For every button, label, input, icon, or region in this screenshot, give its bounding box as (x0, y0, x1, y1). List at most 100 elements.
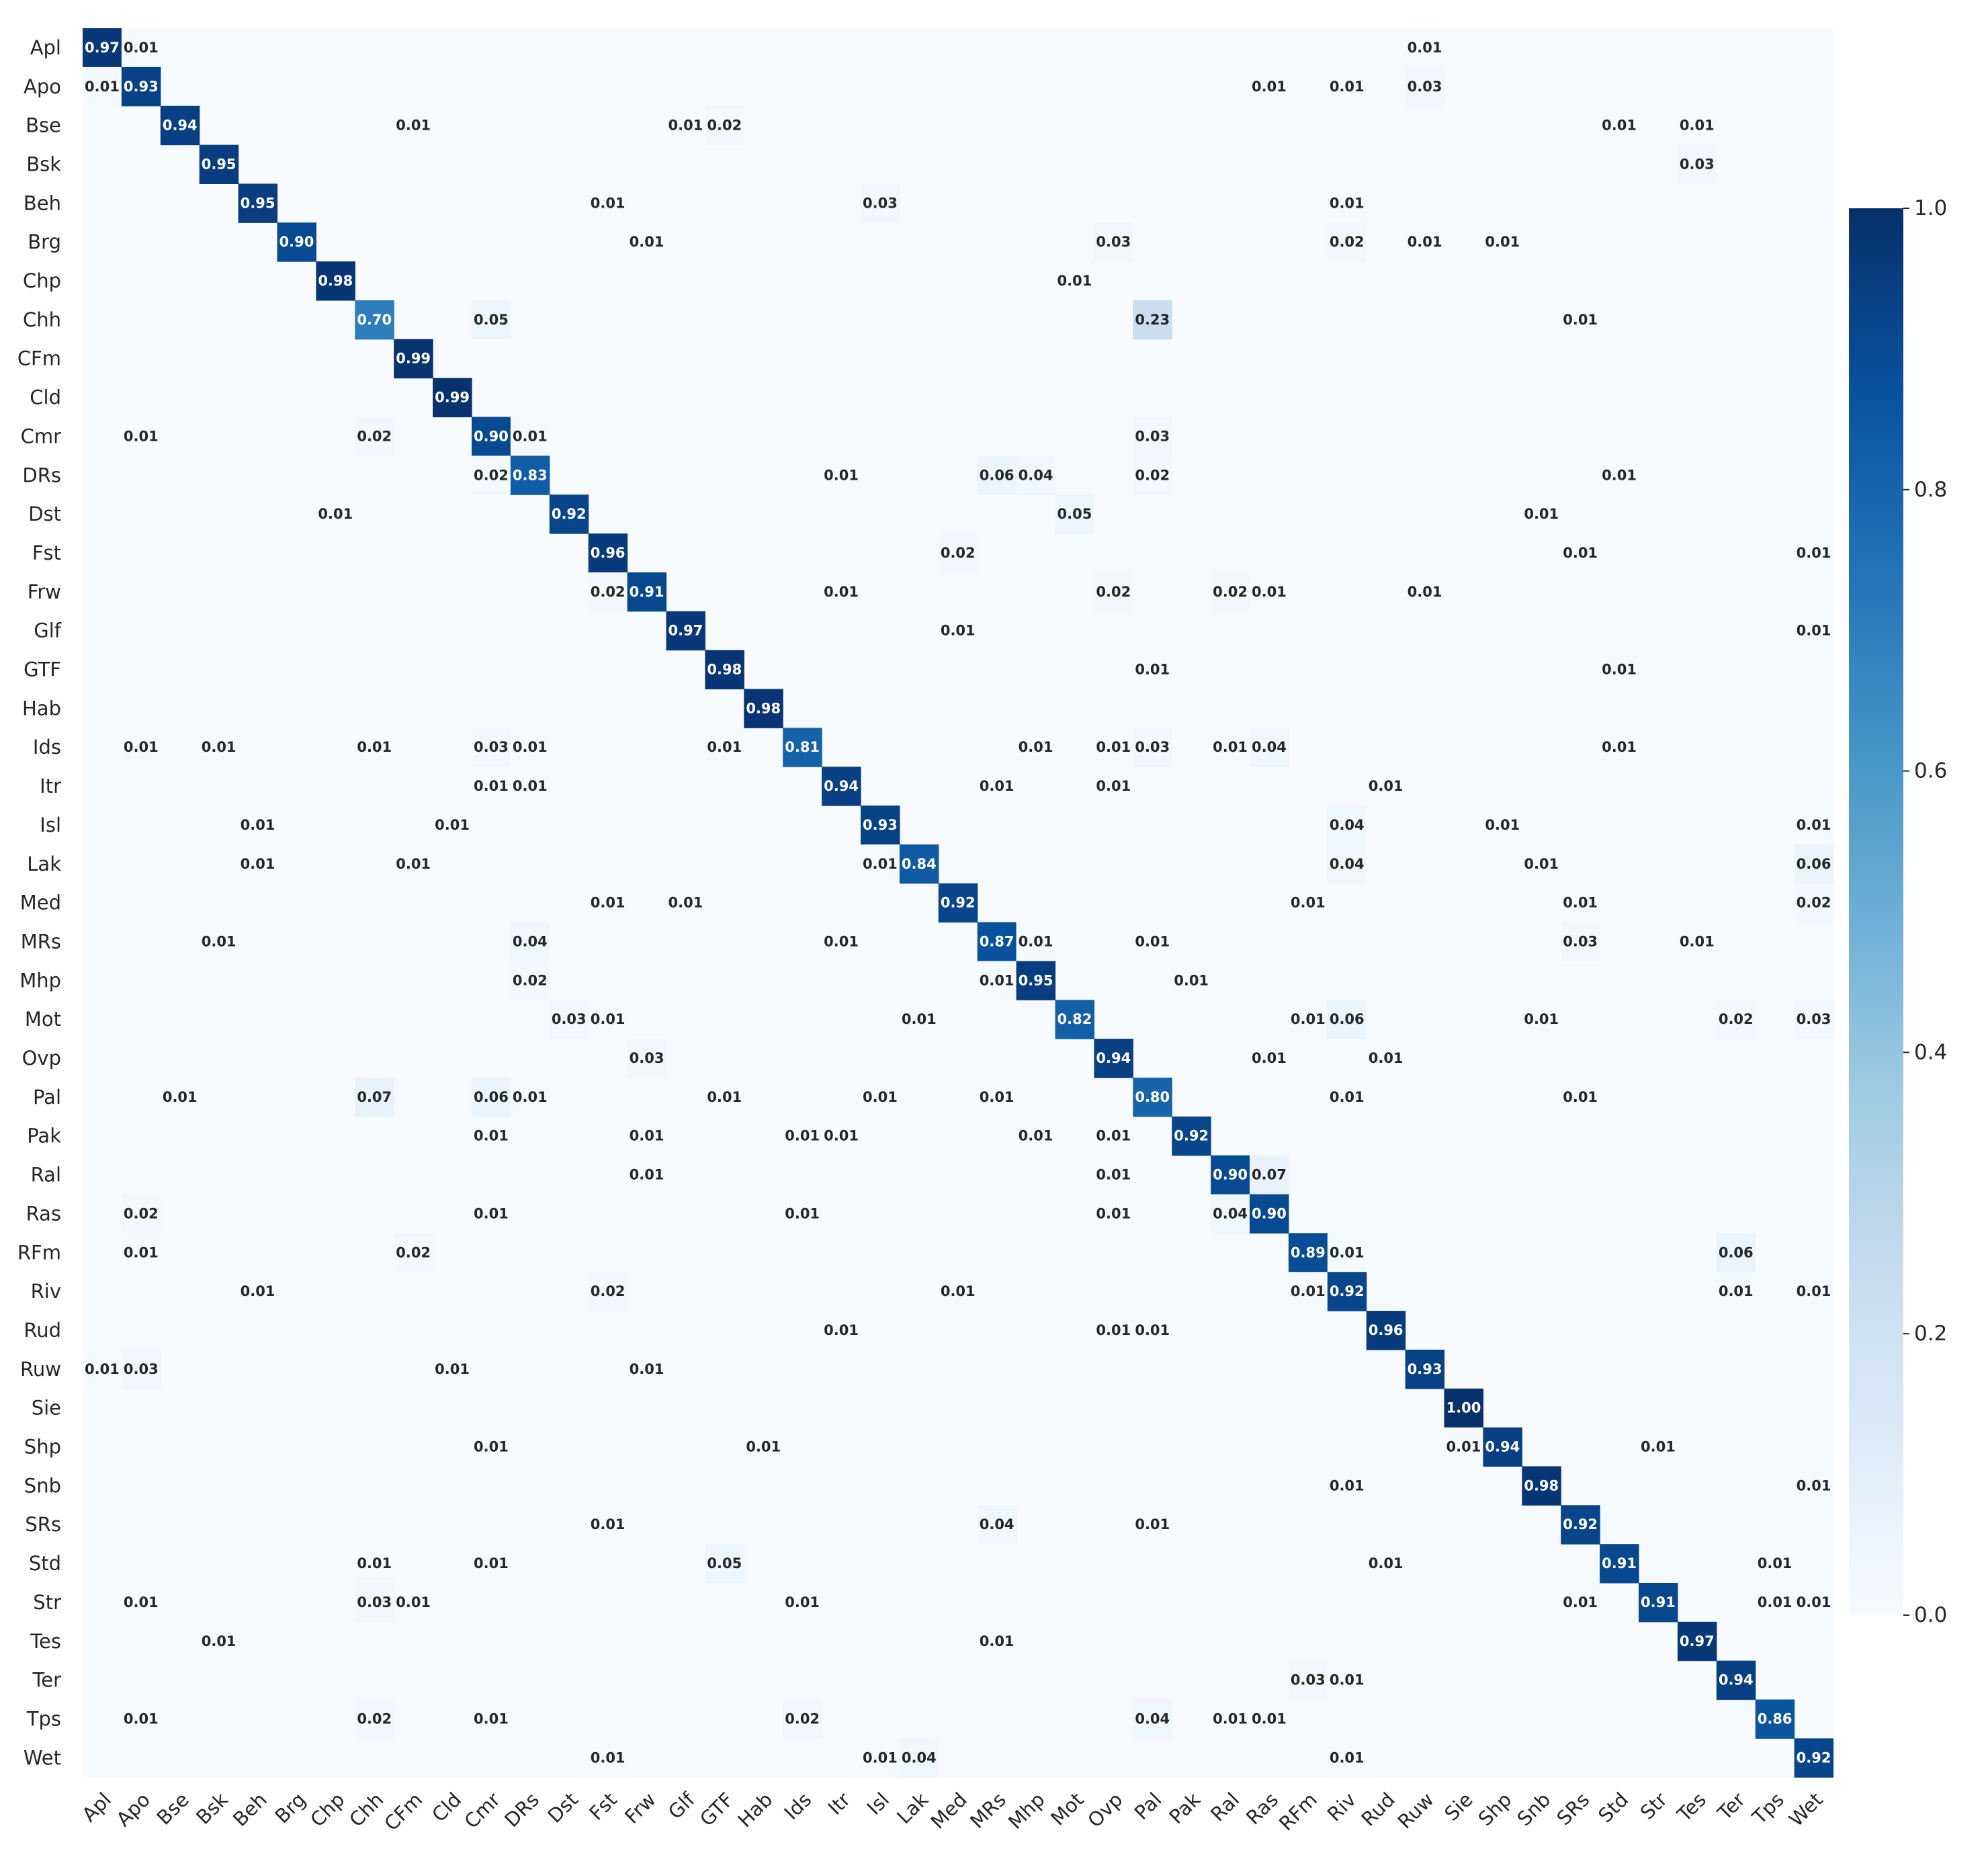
cell-value-Tps-Apo: 0.01 (124, 1711, 159, 1727)
heatmap-cell-Ter-RFm (1288, 1660, 1328, 1700)
heatmap-cell-Cmr-Cmr (472, 417, 511, 456)
heatmap-cell-Lak-CFm (394, 844, 433, 884)
row-label-Chp: Chp (23, 269, 61, 292)
cell-value-Mhp-MRs: 0.01 (980, 972, 1014, 988)
cell-value-Glf-Glf: 0.97 (668, 623, 703, 639)
cell-value-Riv-Beh: 0.01 (241, 1283, 275, 1299)
heatmap-cell-Ras-Cmr (472, 1194, 511, 1234)
heatmap-cell-Mot-Snb (1522, 1000, 1561, 1039)
heatmap-cell-Cmr-Apo (121, 417, 161, 456)
colorbar-tick-label: 0.2 (1914, 1322, 1947, 1346)
cell-value-Ral-Frw: 0.01 (630, 1167, 664, 1183)
heatmap-cell-Mot-Ter (1716, 1000, 1756, 1039)
cell-value-Bse-Tes: 0.01 (1680, 118, 1715, 134)
heatmap-cell-DRs-Cmr (472, 456, 511, 495)
heatmap-cell-Chh-SRs (1561, 300, 1600, 340)
heatmap-cell-RFm-CFm (394, 1233, 433, 1272)
heatmap-cell-DRs-DRs (510, 456, 550, 495)
heatmap-cell-Str-Tps (1755, 1583, 1795, 1623)
heatmap-cell-Apo-Ras (1250, 67, 1289, 107)
cell-value-Shp-Sie: 0.01 (1446, 1439, 1481, 1455)
cell-value-Chp-Mot: 0.01 (1057, 273, 1092, 289)
cell-value-Tes-Tes: 0.97 (1680, 1633, 1715, 1649)
heatmap-cell-Pak-Cmr (472, 1116, 511, 1156)
heatmap-cell-Fst-SRs (1561, 533, 1600, 573)
heatmap-cell-Apl-Apo (121, 28, 161, 68)
cell-value-Riv-Med: 0.01 (941, 1283, 976, 1299)
cell-value-MRs-Pal: 0.01 (1135, 933, 1170, 949)
heatmap-cell-Pal-MRs (977, 1077, 1017, 1117)
row-label-Beh: Beh (24, 191, 61, 214)
row-label-Str: Str (33, 1591, 61, 1614)
row-tick-labels: Apl Apo Bse Bsk Beh Brg Chp Chh CFm Cld Cmr DRs Dst F… (17, 36, 62, 1769)
cell-value-Chh-SRs: 0.01 (1563, 312, 1598, 328)
cell-value-Ids-DRs: 0.01 (513, 739, 548, 755)
cell-value-Shp-Str: 0.01 (1641, 1439, 1676, 1455)
row-label-Chh: Chh (23, 308, 61, 331)
heatmap-cell-GTF-Pal (1133, 650, 1172, 690)
heatmap-cell-Rud-Itr (822, 1311, 861, 1350)
heatmap-cell-Snb-Snb (1522, 1466, 1561, 1506)
cell-value-Glf-Med: 0.01 (941, 623, 976, 639)
heatmap-cell-RFm-Riv (1327, 1233, 1367, 1272)
heatmap-cell-Isl-Riv (1327, 806, 1367, 845)
heatmap-cell-Mhp-Pak (1172, 961, 1211, 1000)
row-label-Med: Med (20, 892, 61, 914)
cell-value-Itr-DRs: 0.01 (513, 778, 548, 794)
row-label-Frw: Frw (28, 580, 61, 603)
heatmap-cell-Ids-DRs (510, 728, 550, 767)
cell-value-Isl-Isl: 0.93 (863, 817, 898, 833)
heatmap-cell-Lak-Isl (861, 844, 900, 884)
heatmap-cell-Pal-Chh (355, 1077, 394, 1117)
heatmap-cell-Str-Apo (121, 1583, 161, 1623)
heatmap-cell-GTF-Std (1600, 650, 1639, 690)
heatmap-cell-Med-Med (938, 883, 978, 923)
heatmap-cell-Frw-Fst (588, 572, 628, 612)
row-label-GTF: GTF (24, 658, 61, 681)
cell-value-Bsk-Bsk: 0.95 (202, 156, 236, 172)
cell-value-Mot-Ter: 0.02 (1719, 1011, 1754, 1027)
heatmap-cell-Itr-MRs (977, 767, 1017, 806)
heatmap-cell-Fst-Med (938, 533, 978, 573)
heatmap-cell-Med-Fst (588, 883, 628, 923)
cell-value-Fst-Wet: 0.01 (1797, 545, 1831, 561)
cell-value-Std-Cmr: 0.01 (474, 1555, 509, 1571)
heatmap-cell-Pak-Ovp (1094, 1116, 1133, 1156)
heatmap-cell-Wet-Fst (588, 1738, 628, 1778)
row-label-Cld: Cld (30, 386, 61, 409)
heatmap-cell-Mot-RFm (1288, 1000, 1328, 1039)
cell-value-Frw-Ras: 0.01 (1252, 584, 1287, 600)
cell-value-GTF-GTF: 0.98 (707, 662, 742, 678)
heatmap-cell-Itr-Ovp (1094, 767, 1133, 806)
cell-value-Ids-Mhp: 0.01 (1019, 739, 1053, 755)
cell-value-Frw-Ruw: 0.01 (1408, 584, 1442, 600)
cell-value-Pal-Isl: 0.01 (863, 1089, 898, 1105)
heatmap-cell-Ids-Ral (1211, 728, 1250, 767)
cell-value-CFm-CFm: 0.99 (396, 351, 431, 367)
heatmap-cell-Frw-Ras (1250, 572, 1289, 612)
cell-value-Pak-Mhp: 0.01 (1019, 1128, 1053, 1144)
heatmap-cell-Chh-Pal (1133, 300, 1172, 340)
cell-value-Pal-GTF: 0.01 (707, 1089, 742, 1105)
heatmap-cell-Apo-Apo (121, 67, 161, 107)
heatmap-cell-Riv-Riv (1327, 1272, 1367, 1311)
heatmap-cell-Mot-Dst (549, 1000, 589, 1039)
cell-value-Wet-Fst: 0.01 (591, 1749, 625, 1766)
cell-value-RFm-Riv: 0.01 (1330, 1244, 1365, 1260)
heatmap-cell-Cmr-Pal (1133, 417, 1172, 456)
cell-value-Cmr-Cmr: 0.90 (474, 428, 509, 444)
cell-value-Shp-Cmr: 0.01 (474, 1439, 509, 1455)
cell-value-Str-Str: 0.91 (1641, 1594, 1676, 1610)
cell-value-RFm-Ter: 0.06 (1719, 1244, 1754, 1260)
heatmap-cell-Wet-Isl (861, 1738, 900, 1778)
heatmap-cell-Bse-Glf (666, 105, 705, 146)
cell-value-Riv-Wet: 0.01 (1797, 1283, 1831, 1299)
heatmap-cell-Sie-Sie (1444, 1388, 1483, 1428)
cell-value-Dst-Chp: 0.01 (318, 506, 353, 522)
heatmap-cell-Ids-Pal (1133, 728, 1172, 767)
heatmap-cell-MRs-Pal (1133, 922, 1172, 961)
heatmap-cell-Riv-Med (938, 1272, 978, 1311)
cell-value-Med-Glf: 0.01 (668, 895, 703, 911)
cell-value-Str-Ids: 0.01 (785, 1594, 820, 1610)
heatmap-cell-Cmr-Chh (355, 417, 394, 456)
